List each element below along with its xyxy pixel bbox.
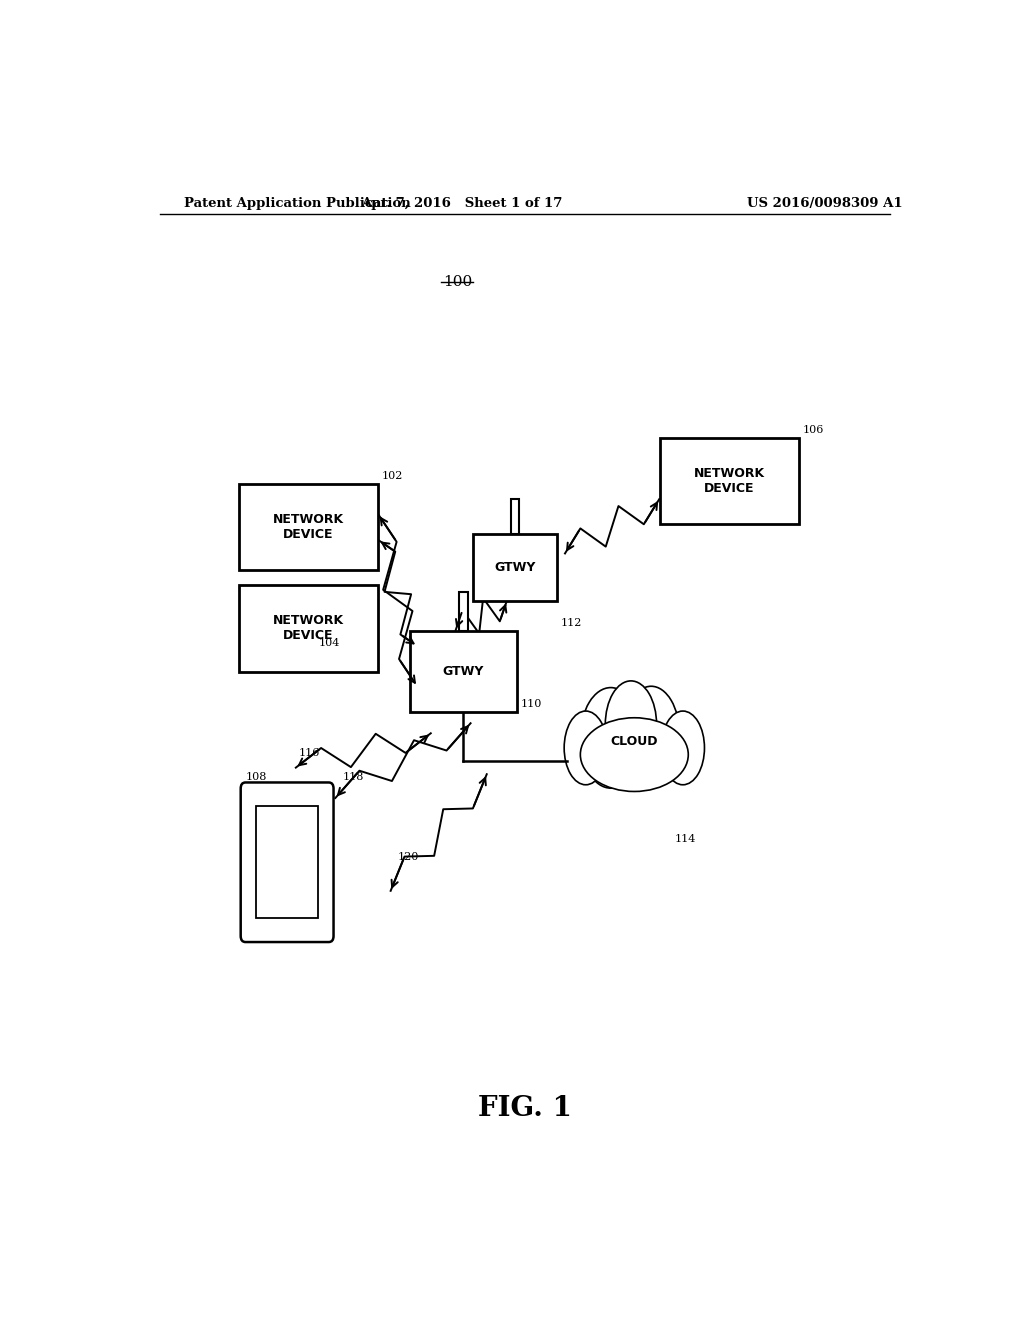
Text: 106: 106 bbox=[803, 425, 824, 434]
Text: 112: 112 bbox=[560, 618, 582, 628]
Text: NETWORK
DEVICE: NETWORK DEVICE bbox=[273, 513, 344, 541]
Ellipse shape bbox=[623, 686, 680, 783]
FancyBboxPatch shape bbox=[256, 807, 317, 919]
Text: GTWY: GTWY bbox=[442, 665, 484, 678]
Text: 104: 104 bbox=[318, 639, 340, 648]
Text: NETWORK
DEVICE: NETWORK DEVICE bbox=[273, 615, 344, 643]
Text: 100: 100 bbox=[442, 276, 472, 289]
Text: US 2016/0098309 A1: US 2016/0098309 A1 bbox=[748, 197, 902, 210]
FancyBboxPatch shape bbox=[241, 783, 334, 942]
Ellipse shape bbox=[564, 711, 607, 785]
FancyBboxPatch shape bbox=[240, 483, 378, 570]
Text: Patent Application Publication: Patent Application Publication bbox=[183, 197, 411, 210]
Ellipse shape bbox=[581, 688, 641, 788]
Text: 120: 120 bbox=[397, 851, 419, 862]
Text: 116: 116 bbox=[299, 748, 319, 758]
FancyBboxPatch shape bbox=[511, 499, 519, 535]
Ellipse shape bbox=[662, 711, 705, 785]
Text: GTWY: GTWY bbox=[495, 561, 536, 574]
Text: FIG. 1: FIG. 1 bbox=[478, 1096, 571, 1122]
Text: 114: 114 bbox=[675, 834, 696, 843]
Text: 118: 118 bbox=[342, 772, 364, 783]
Text: NETWORK
DEVICE: NETWORK DEVICE bbox=[693, 467, 765, 495]
FancyBboxPatch shape bbox=[240, 585, 378, 672]
FancyBboxPatch shape bbox=[659, 438, 799, 524]
Text: CLOUD: CLOUD bbox=[610, 735, 658, 747]
FancyBboxPatch shape bbox=[473, 535, 557, 601]
Ellipse shape bbox=[581, 718, 688, 792]
FancyBboxPatch shape bbox=[459, 593, 468, 631]
FancyBboxPatch shape bbox=[410, 631, 517, 713]
Text: 110: 110 bbox=[521, 700, 542, 709]
Text: 108: 108 bbox=[246, 772, 267, 783]
Ellipse shape bbox=[605, 681, 656, 768]
Text: Apr. 7, 2016   Sheet 1 of 17: Apr. 7, 2016 Sheet 1 of 17 bbox=[360, 197, 562, 210]
Text: 102: 102 bbox=[382, 470, 403, 480]
